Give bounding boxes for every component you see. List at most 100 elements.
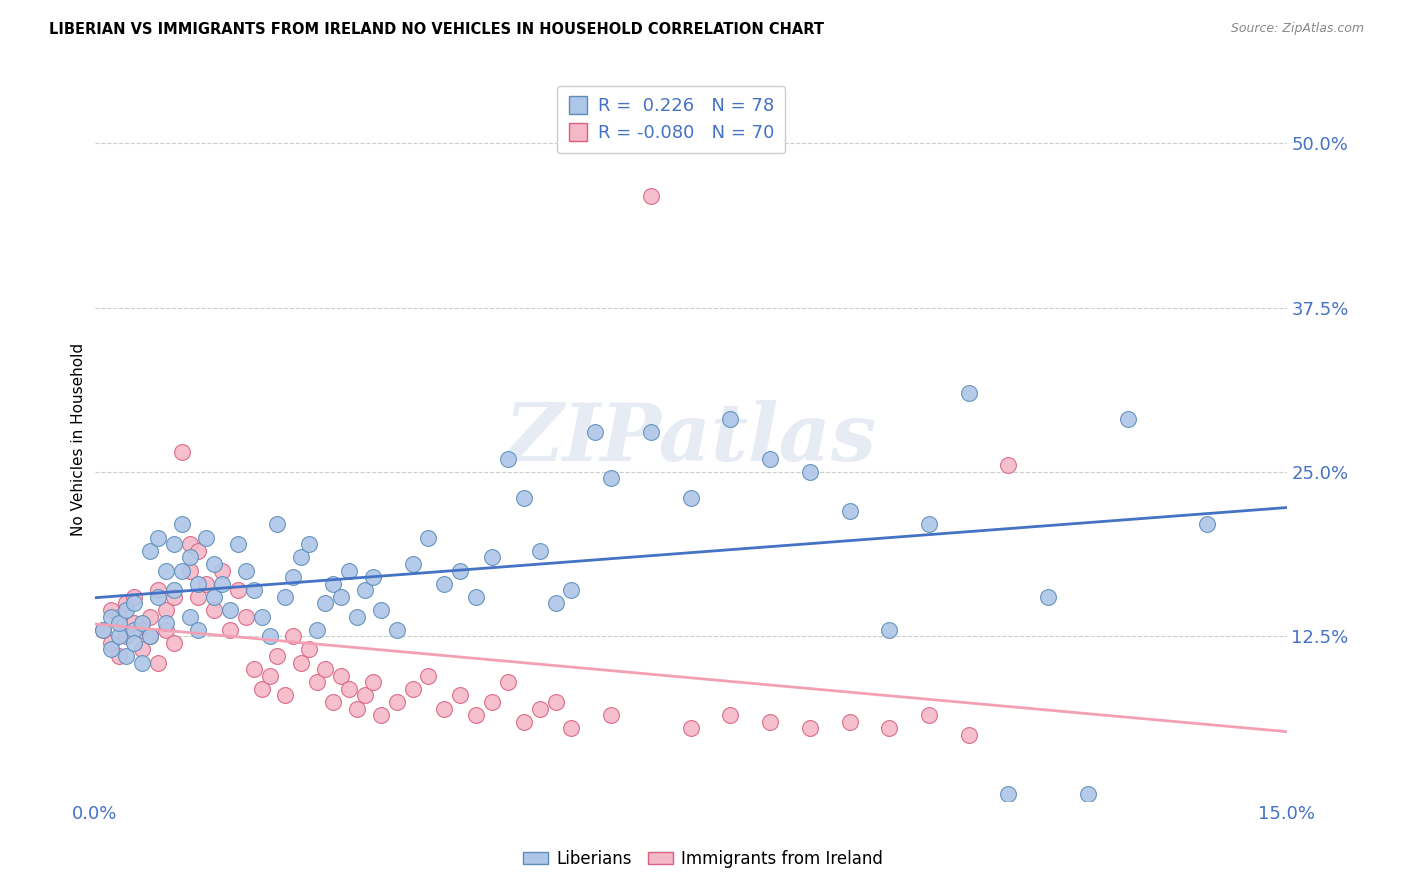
Immigrants from Ireland [401, 681, 423, 696]
Immigrants from Ireland [385, 695, 408, 709]
Immigrants from Ireland [179, 564, 201, 578]
Immigrants from Ireland [718, 708, 741, 723]
Immigrants from Ireland [679, 721, 702, 735]
Liberians [322, 576, 344, 591]
Immigrants from Ireland [163, 636, 186, 650]
Immigrants from Ireland [307, 675, 329, 690]
Liberians [465, 590, 488, 604]
Y-axis label: No Vehicles in Household: No Vehicles in Household [72, 343, 86, 535]
Immigrants from Ireland [274, 689, 297, 703]
Liberians [1116, 412, 1139, 426]
Liberians [481, 550, 503, 565]
Liberians [997, 787, 1019, 801]
Immigrants from Ireland [544, 695, 567, 709]
Immigrants from Ireland [298, 642, 321, 657]
Immigrants from Ireland [640, 188, 662, 202]
Liberians [283, 570, 305, 584]
Immigrants from Ireland [250, 681, 273, 696]
Liberians [179, 609, 201, 624]
Liberians [838, 504, 860, 518]
Immigrants from Ireland [100, 636, 122, 650]
Immigrants from Ireland [433, 701, 456, 715]
Immigrants from Ireland [202, 603, 225, 617]
Liberians [957, 386, 980, 401]
Liberians [91, 623, 114, 637]
Immigrants from Ireland [997, 458, 1019, 473]
Liberians [115, 648, 138, 663]
Immigrants from Ireland [148, 656, 170, 670]
Liberians [148, 590, 170, 604]
Immigrants from Ireland [115, 596, 138, 610]
Immigrants from Ireland [290, 656, 312, 670]
Legend: Liberians, Immigrants from Ireland: Liberians, Immigrants from Ireland [516, 844, 890, 875]
Liberians [172, 564, 194, 578]
Liberians [179, 550, 201, 565]
Immigrants from Ireland [799, 721, 821, 735]
Immigrants from Ireland [148, 583, 170, 598]
Immigrants from Ireland [918, 708, 941, 723]
Immigrants from Ireland [139, 629, 162, 643]
Liberians [298, 537, 321, 551]
Liberians [194, 531, 217, 545]
Immigrants from Ireland [211, 564, 233, 578]
Liberians [155, 564, 177, 578]
Liberians [799, 465, 821, 479]
Liberians [1077, 787, 1099, 801]
Legend: R =  0.226   N = 78, R = -0.080   N = 70: R = 0.226 N = 78, R = -0.080 N = 70 [557, 87, 786, 153]
Immigrants from Ireland [283, 629, 305, 643]
Liberians [131, 616, 153, 631]
Liberians [163, 583, 186, 598]
Liberians [100, 642, 122, 657]
Immigrants from Ireland [600, 708, 623, 723]
Immigrants from Ireland [107, 609, 129, 624]
Immigrants from Ireland [163, 590, 186, 604]
Liberians [266, 517, 288, 532]
Immigrants from Ireland [124, 616, 146, 631]
Immigrants from Ireland [91, 623, 114, 637]
Immigrants from Ireland [115, 629, 138, 643]
Liberians [361, 570, 384, 584]
Immigrants from Ireland [759, 714, 782, 729]
Liberians [346, 609, 368, 624]
Immigrants from Ireland [361, 675, 384, 690]
Liberians [211, 576, 233, 591]
Immigrants from Ireland [513, 714, 536, 729]
Immigrants from Ireland [322, 695, 344, 709]
Immigrants from Ireland [957, 728, 980, 742]
Liberians [155, 616, 177, 631]
Liberians [513, 491, 536, 506]
Immigrants from Ireland [172, 445, 194, 459]
Liberians [226, 537, 249, 551]
Liberians [544, 596, 567, 610]
Liberians [259, 629, 281, 643]
Liberians [124, 596, 146, 610]
Liberians [107, 616, 129, 631]
Liberians [560, 583, 582, 598]
Liberians [274, 590, 297, 604]
Liberians [124, 636, 146, 650]
Immigrants from Ireland [226, 583, 249, 598]
Immigrants from Ireland [354, 689, 377, 703]
Liberians [449, 564, 471, 578]
Liberians [759, 451, 782, 466]
Liberians [330, 590, 353, 604]
Liberians [877, 623, 900, 637]
Immigrants from Ireland [100, 603, 122, 617]
Immigrants from Ireland [131, 642, 153, 657]
Liberians [100, 609, 122, 624]
Liberians [433, 576, 456, 591]
Immigrants from Ireland [155, 603, 177, 617]
Immigrants from Ireland [187, 543, 209, 558]
Immigrants from Ireland [259, 669, 281, 683]
Liberians [1038, 590, 1060, 604]
Liberians [385, 623, 408, 637]
Liberians [242, 583, 264, 598]
Liberians [640, 425, 662, 440]
Liberians [139, 543, 162, 558]
Immigrants from Ireland [496, 675, 519, 690]
Immigrants from Ireland [107, 648, 129, 663]
Immigrants from Ireland [131, 623, 153, 637]
Liberians [107, 629, 129, 643]
Liberians [600, 471, 623, 485]
Immigrants from Ireland [242, 662, 264, 676]
